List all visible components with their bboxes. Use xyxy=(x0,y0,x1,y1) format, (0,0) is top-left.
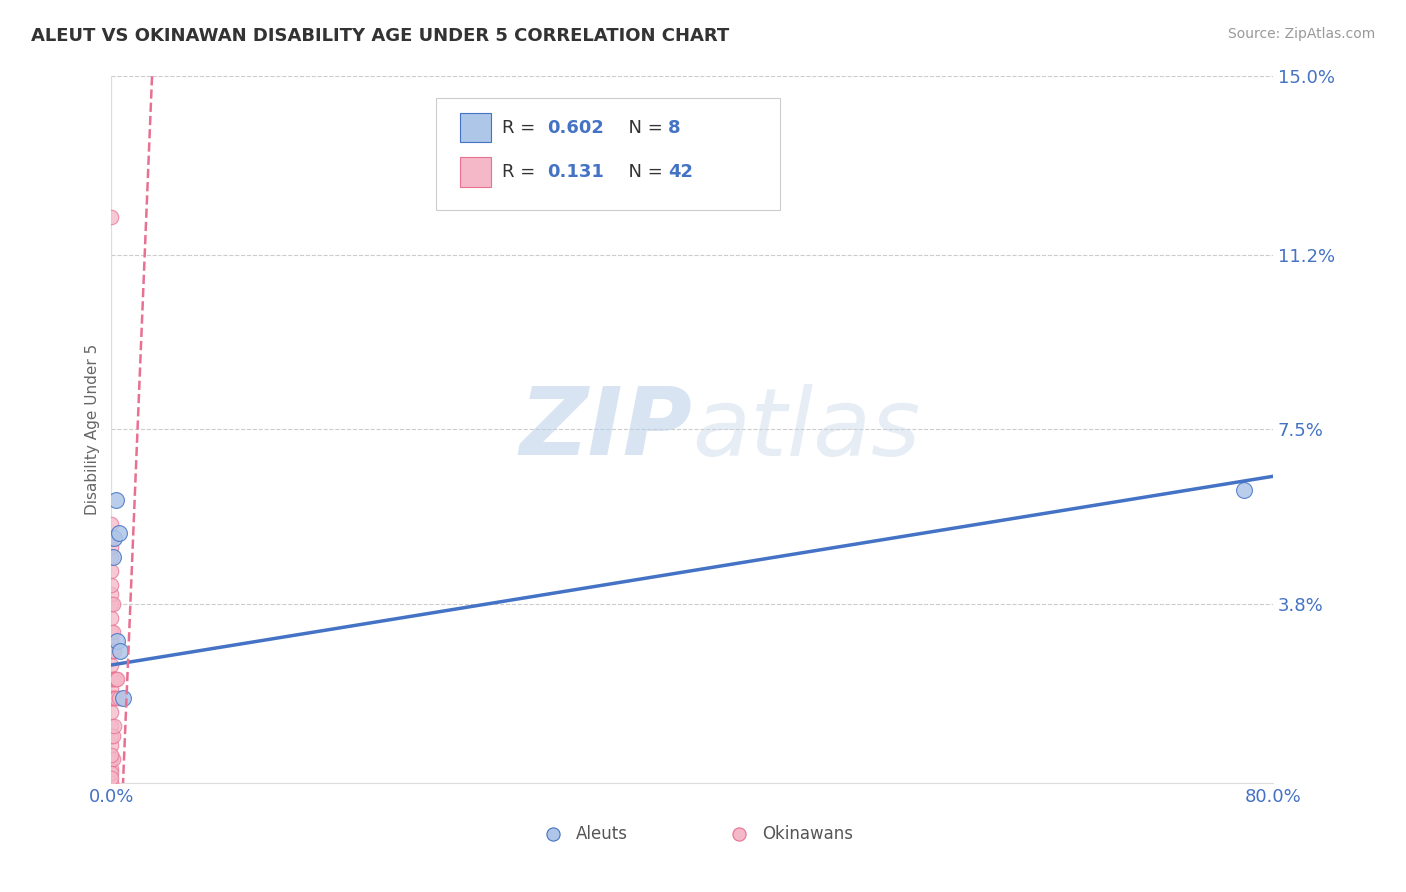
Point xyxy=(104,690,127,705)
Point xyxy=(107,690,129,705)
Point xyxy=(100,564,122,578)
Point xyxy=(101,672,124,686)
Text: 8: 8 xyxy=(668,119,681,136)
Point xyxy=(108,644,131,658)
Point xyxy=(100,705,122,719)
Text: Aleuts: Aleuts xyxy=(576,825,628,843)
Point xyxy=(100,690,122,705)
Point xyxy=(103,672,125,686)
Text: N =: N = xyxy=(617,163,669,181)
Point xyxy=(105,634,128,648)
Text: Okinawans: Okinawans xyxy=(762,825,853,843)
Point xyxy=(100,516,122,531)
Point xyxy=(101,549,124,564)
Point xyxy=(100,752,122,766)
Point xyxy=(100,540,122,554)
Y-axis label: Disability Age Under 5: Disability Age Under 5 xyxy=(86,343,100,515)
Point xyxy=(100,776,122,790)
Text: 42: 42 xyxy=(668,163,693,181)
Point xyxy=(100,681,122,696)
Point xyxy=(100,634,122,648)
Point xyxy=(100,611,122,625)
Point xyxy=(111,690,134,705)
Point xyxy=(103,644,125,658)
Text: ALEUT VS OKINAWAN DISABILITY AGE UNDER 5 CORRELATION CHART: ALEUT VS OKINAWAN DISABILITY AGE UNDER 5… xyxy=(31,27,730,45)
Point xyxy=(103,719,125,733)
Point xyxy=(100,624,122,639)
Point xyxy=(103,531,125,545)
Point xyxy=(1233,483,1256,498)
Point xyxy=(104,492,127,507)
Point xyxy=(101,690,124,705)
Point xyxy=(107,525,129,540)
Text: 0.602: 0.602 xyxy=(547,119,603,136)
Text: ZIP: ZIP xyxy=(519,384,692,475)
Text: R =: R = xyxy=(502,119,541,136)
Text: 0.131: 0.131 xyxy=(547,163,603,181)
Point xyxy=(105,672,128,686)
Text: N =: N = xyxy=(617,119,669,136)
Point xyxy=(100,210,122,224)
Point xyxy=(100,766,122,780)
Point xyxy=(100,762,122,776)
Point xyxy=(100,729,122,743)
Point xyxy=(101,752,124,766)
Text: atlas: atlas xyxy=(692,384,921,475)
Point xyxy=(101,624,124,639)
Point xyxy=(101,597,124,611)
Point xyxy=(100,644,122,658)
Point xyxy=(100,578,122,592)
Text: R =: R = xyxy=(502,163,547,181)
Point xyxy=(100,531,122,545)
Point xyxy=(100,738,122,752)
Point xyxy=(100,672,122,686)
Point xyxy=(100,587,122,601)
Point xyxy=(100,747,122,762)
Point xyxy=(100,771,122,785)
Point xyxy=(100,657,122,672)
Point xyxy=(104,672,127,686)
Point xyxy=(101,644,124,658)
Point xyxy=(100,719,122,733)
Text: Source: ZipAtlas.com: Source: ZipAtlas.com xyxy=(1227,27,1375,41)
Point xyxy=(100,549,122,564)
Point xyxy=(103,690,125,705)
Point xyxy=(100,597,122,611)
Point xyxy=(101,729,124,743)
